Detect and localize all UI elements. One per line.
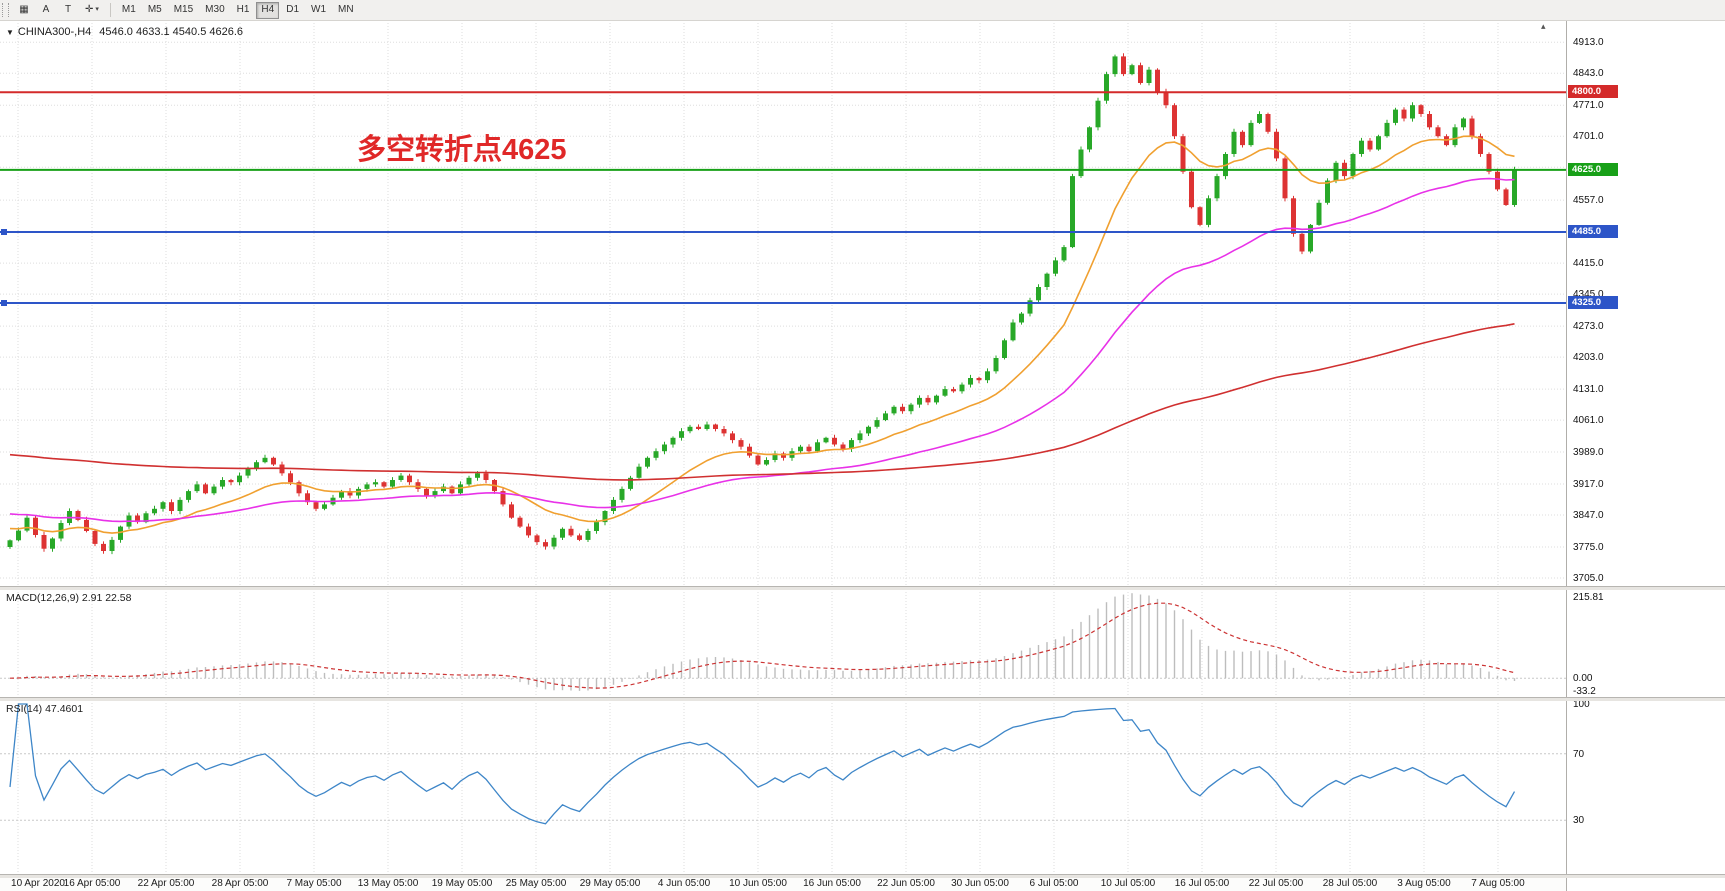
timeframe-m1[interactable]: M1 bbox=[117, 2, 141, 19]
timeframe-bar: M1 M5 M15 M30 H1 H4 D1 W1 MN bbox=[116, 0, 360, 20]
price-axis-label: 4843.0 bbox=[1573, 68, 1604, 80]
price-axis-label: 3989.0 bbox=[1573, 447, 1604, 458]
toolbar-drag-handle[interactable] bbox=[2, 3, 9, 17]
macd-axis-label: 215.81 bbox=[1573, 592, 1604, 603]
symbol-label: CHINA300-,H4 bbox=[17, 26, 92, 38]
timeframe-m30[interactable]: M30 bbox=[200, 2, 229, 19]
time-axis-label: 28 Apr 05:00 bbox=[211, 878, 269, 889]
panel-splitter-1[interactable] bbox=[0, 586, 1725, 590]
timeframe-mn[interactable]: MN bbox=[333, 2, 359, 19]
price-axis-label: 4061.0 bbox=[1573, 415, 1604, 427]
time-axis-label: 30 Jun 05:00 bbox=[951, 878, 1009, 889]
macd-chart[interactable] bbox=[0, 589, 1566, 697]
dropdown-caret-icon[interactable]: ▾ bbox=[95, 6, 99, 13]
timeframe-m5[interactable]: M5 bbox=[143, 2, 167, 19]
ohlc-values: 4546.0 4633.1 4540.5 4626.6 bbox=[99, 26, 244, 38]
chart-header: ▼ CHINA300-,H4 4546.0 4633.1 4540.5 4626.6 bbox=[6, 26, 243, 38]
timeframe-h1[interactable]: H1 bbox=[232, 2, 255, 19]
timeframe-d1[interactable]: D1 bbox=[281, 2, 304, 19]
rsi-axis-label: 100 bbox=[1573, 699, 1590, 710]
rsi-label: RSI(14) 47.4601 bbox=[6, 703, 84, 715]
annotation-text[interactable]: 多空转折点4625 bbox=[357, 134, 567, 166]
time-axis-label: 10 Jun 05:00 bbox=[729, 878, 787, 889]
macd-axis-label: 0.00 bbox=[1573, 673, 1593, 685]
price-axis-label: 3775.0 bbox=[1573, 542, 1604, 553]
chart-window-icon[interactable]: ▦ bbox=[14, 2, 34, 19]
cursor-mode-icon[interactable]: ✛ ▾ bbox=[80, 2, 104, 19]
price-badge-4625: 4625.0 bbox=[1568, 162, 1618, 176]
symbol-dropdown-icon[interactable]: ▼ bbox=[6, 28, 14, 37]
price-axis-label: 3705.0 bbox=[1573, 573, 1604, 584]
price-axis-label: 4345.0 bbox=[1573, 289, 1604, 301]
chart-shift-marker[interactable]: ▴ bbox=[1541, 21, 1546, 31]
timeframe-m15[interactable]: M15 bbox=[169, 2, 198, 19]
price-axis-label: 3847.0 bbox=[1573, 510, 1604, 521]
time-axis-label: 13 May 05:00 bbox=[357, 878, 419, 889]
rsi-axis-label: 30 bbox=[1573, 815, 1585, 827]
main-chart-panel[interactable]: ▼ CHINA300-,H4 4546.0 4633.1 4540.5 4626.6… bbox=[0, 20, 1566, 586]
time-axis-label: 10 Apr 2020 bbox=[11, 878, 65, 889]
panel-splitter-2[interactable] bbox=[0, 697, 1725, 701]
price-axis[interactable]: 4913.04843.04771.04701.04631.04557.04485… bbox=[1566, 20, 1725, 891]
price-axis-label: 4701.0 bbox=[1573, 131, 1604, 143]
price-axis-label: 4913.0 bbox=[1573, 37, 1604, 49]
time-axis[interactable]: 10 Apr 2020 16 Apr 05:00 22 Apr 05:00 28 Ap… bbox=[0, 876, 1566, 891]
time-axis-label: 3 Aug 05:00 bbox=[1397, 878, 1451, 889]
time-axis-label: 7 Aug 05:00 bbox=[1471, 878, 1525, 889]
time-axis-label: 28 Jul 05:00 bbox=[1322, 878, 1378, 889]
price-badge-4485: 4485.0 bbox=[1568, 225, 1618, 238]
toolbar-separator bbox=[109, 3, 111, 17]
price-axis-label: 4771.0 bbox=[1573, 100, 1604, 112]
rsi-axis-label: 70 bbox=[1573, 748, 1585, 760]
timeframe-w1[interactable]: W1 bbox=[306, 2, 331, 19]
time-axis-label: 7 May 05:00 bbox=[286, 878, 342, 889]
text-box-icon[interactable]: T bbox=[58, 2, 78, 19]
price-badge-4325: 4325.0 bbox=[1568, 296, 1618, 309]
label-a-icon[interactable]: A bbox=[36, 2, 56, 19]
price-axis-label: 3917.0 bbox=[1573, 479, 1604, 490]
time-axis-label: 6 Jul 05:00 bbox=[1029, 878, 1079, 889]
time-axis-label: 10 Jul 05:00 bbox=[1100, 878, 1156, 889]
price-axis-label: 4415.0 bbox=[1573, 258, 1604, 270]
time-axis-label: 22 Jul 05:00 bbox=[1248, 878, 1304, 889]
candlestick-chart[interactable] bbox=[0, 20, 1566, 586]
rsi-chart[interactable] bbox=[0, 700, 1566, 874]
price-axis-label: 4203.0 bbox=[1573, 352, 1604, 364]
price-axis-label: 4557.0 bbox=[1573, 195, 1604, 207]
timeframe-h4[interactable]: H4 bbox=[256, 1, 280, 19]
macd-axis-label: -33.2 bbox=[1573, 686, 1596, 697]
price-axis-label: 4131.0 bbox=[1573, 384, 1604, 396]
time-axis-label: 22 Jun 05:00 bbox=[877, 878, 935, 889]
macd-label: MACD(12,26,9) 2.91 22.58 bbox=[6, 592, 132, 604]
time-axis-label: 16 Jul 05:00 bbox=[1174, 878, 1230, 889]
rsi-panel[interactable]: RSI(14) 47.4601 bbox=[0, 700, 1566, 874]
macd-panel[interactable]: MACD(12,26,9) 2.91 22.58 bbox=[0, 589, 1566, 697]
time-axis-label: 16 Apr 05:00 bbox=[63, 878, 121, 889]
time-axis-label: 4 Jun 05:00 bbox=[657, 878, 711, 889]
price-badge-4800: 4800.0 bbox=[1568, 85, 1618, 99]
toolbar: ▦ A T ✛ ▾ M1 M5 M15 M30 H1 H4 D1 W1 MN bbox=[0, 0, 1725, 21]
panel-splitter-3[interactable] bbox=[0, 874, 1725, 878]
time-axis-label: 22 Apr 05:00 bbox=[137, 878, 195, 889]
drawing-tools-group: ▦ A T ✛ ▾ bbox=[13, 0, 105, 20]
time-axis-label: 19 May 05:00 bbox=[431, 878, 493, 889]
price-axis-label: 4273.0 bbox=[1573, 321, 1604, 333]
time-axis-label: 25 May 05:00 bbox=[505, 878, 567, 889]
time-axis-label: 29 May 05:00 bbox=[579, 878, 641, 889]
time-axis-label: 16 Jun 05:00 bbox=[803, 878, 861, 889]
